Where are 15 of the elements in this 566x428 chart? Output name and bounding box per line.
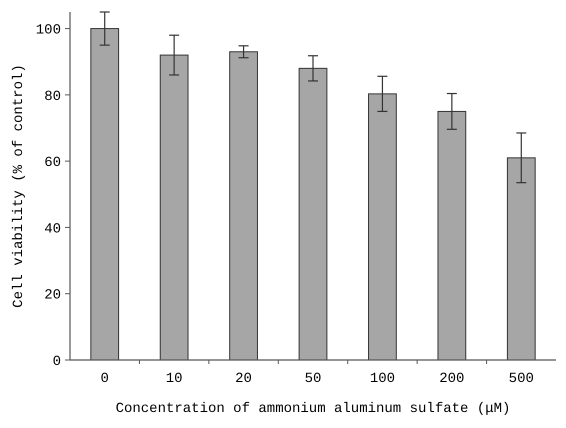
y-tick-label: 40 [44, 221, 61, 238]
y-axis-title: Cell viability (% of control) [11, 64, 27, 308]
y-tick-label: 20 [44, 288, 61, 304]
x-tick-label: 20 [235, 371, 252, 387]
x-tick-label: 10 [166, 371, 183, 387]
x-tick-label: 500 [508, 371, 534, 387]
y-tick-label: 60 [44, 155, 61, 172]
y-tick-label: 0 [52, 354, 61, 370]
x-tick-label: 200 [439, 371, 464, 387]
x-tick-label: 0 [100, 371, 109, 387]
x-tick-label: 100 [370, 371, 396, 387]
x-tick-label: 50 [304, 371, 322, 387]
x-axis-title: Concentration of ammonium aluminum sulfate (μM) [116, 401, 510, 417]
y-tick-label: 80 [44, 88, 61, 105]
y-tick-label: 100 [36, 22, 61, 38]
